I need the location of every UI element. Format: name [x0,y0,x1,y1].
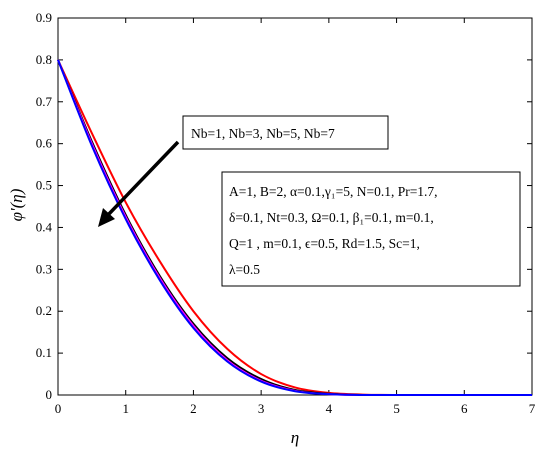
series-line-4 [57,59,532,397]
y-tick-label: 0.9 [36,10,52,25]
y-tick-label: 0.6 [36,136,53,151]
series-lines [57,59,532,397]
y-axis: 0 0.1 0.2 0.3 0.4 0.5 0.6 0.7 0.8 0.9 [36,10,532,402]
y-tick-label: 0.8 [36,52,52,67]
param-line-1: A=1, B=2, α=0.1,γ₁=5, N=0.1, Pr=1.7, [229,184,438,199]
x-tick-label: 5 [393,401,400,416]
x-tick-label: 0 [55,401,62,416]
x-tick-label: 2 [190,401,197,416]
x-axis: 0 1 2 3 4 5 6 7 [55,18,536,416]
parameter-box: A=1, B=2, α=0.1,γ₁=5, N=0.1, Pr=1.7, δ=0… [221,171,521,287]
y-axis-label: φ'(η) [7,188,26,221]
x-tick-label: 3 [258,401,265,416]
legend-box: Nb=1, Nb=3, Nb=5, Nb=7 [182,115,389,150]
y-tick-label: 0.1 [36,345,52,360]
x-tick-label: 6 [461,401,468,416]
y-tick-label: 0.5 [36,178,52,193]
x-tick-label: 4 [326,401,333,416]
param-line-3: Q=1 , m=0.1, ϵ=0.5, Rd=1.5, Sc=1, [229,236,420,251]
x-axis-label: η [291,428,299,447]
y-tick-label: 0.7 [36,94,53,109]
y-tick-label: 0.3 [36,261,52,276]
y-tick-label: 0 [46,387,53,402]
x-tick-label: 1 [122,401,129,416]
direction-arrow [98,140,180,227]
plot-area-frame [57,17,533,396]
param-line-2: δ=0.1, Nt=0.3, Ω=0.1, β₁=0.1, m=0.1, [229,210,434,225]
legend-text: Nb=1, Nb=3, Nb=5, Nb=7 [191,126,335,141]
y-tick-label: 0.4 [36,219,53,234]
param-line-4: λ=0.5 [229,262,260,277]
x-tick-label: 7 [529,401,536,416]
y-tick-label: 0.2 [36,303,52,318]
